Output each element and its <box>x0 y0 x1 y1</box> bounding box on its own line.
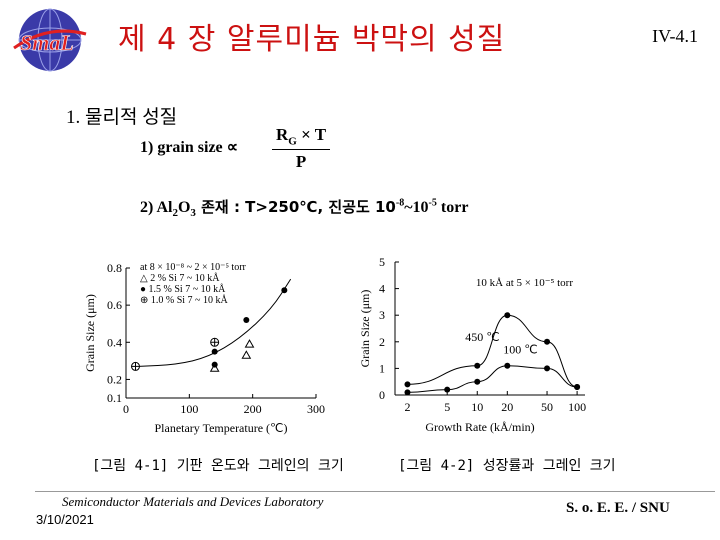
footer-lab-name: Semiconductor Materials and Devices Labo… <box>62 494 324 509</box>
formula-numerator: RG × T <box>272 125 331 151</box>
figure-caption-1: [그림 4-1] 기판 온도와 그레인의 크기 <box>92 458 344 474</box>
figure-caption-2: [그림 4-2] 성장률과 그레인 크기 <box>398 458 616 474</box>
series-point <box>544 365 551 372</box>
series-point <box>404 381 411 388</box>
triangle-point <box>241 350 252 359</box>
circle-point <box>211 348 218 355</box>
y-axis-label: Grain Size (μm) <box>358 290 372 368</box>
footer-organization: S. o. E. E. / SNU <box>566 500 670 516</box>
page-number: IV-4.1 <box>652 26 698 46</box>
x-tick-label: 0 <box>123 402 129 416</box>
triangle-point <box>244 339 255 348</box>
series-point <box>504 362 511 369</box>
series-label: 450 ℃ <box>465 330 499 344</box>
page-title: 제 4 장 알루미늄 박막의 성질 <box>118 22 506 57</box>
series-point <box>544 338 551 345</box>
chart-temperature-grain: 0 100 200 300 0.1 0.2 0.4 0.6 0.8 Planetary Tempe… <box>83 261 325 435</box>
lab-logo: SmaL <box>8 4 88 76</box>
series-point <box>574 384 581 391</box>
series-point <box>444 386 451 393</box>
triangle-point <box>209 363 220 372</box>
series-point <box>474 378 481 385</box>
fit-curve <box>138 278 292 367</box>
circle-point <box>243 317 250 323</box>
series-line <box>407 365 578 393</box>
x-tick-label: 2 <box>404 400 410 414</box>
footer-date: 3/10/2021 <box>36 512 94 527</box>
y-tick-label: 1 <box>379 361 385 375</box>
y-tick-label: 0.2 <box>107 372 122 386</box>
y-tick-label: 0 <box>379 388 385 402</box>
y-tick-label: 0.6 <box>107 298 122 312</box>
legend-note: 10 kÅ at 5 × 10⁻⁵ torr <box>476 277 573 289</box>
y-tick-label: 5 <box>379 255 385 269</box>
x-axis-label: Growth Rate (kÅ/min) <box>425 420 534 434</box>
legend-entry: at 8 × 10⁻⁸ ~ 2 × 10⁻⁵ torr <box>140 262 247 273</box>
y-axis-label: Grain Size (μm) <box>83 294 97 372</box>
grain-size-formula: RG × T P <box>272 125 331 172</box>
item-1-label: 1) grain size ∝ <box>140 139 239 156</box>
y-tick-label: 0.8 <box>107 261 122 275</box>
x-tick-label: 10 <box>471 400 483 414</box>
chart-growthrate-grain: 2 5 10 20 50 100 0 1 2 3 4 5 Growth Rate (kÅ/min) Gra… <box>358 255 586 434</box>
y-tick-label: 0.4 <box>107 335 122 349</box>
y-tick-label: 2 <box>379 335 385 349</box>
x-tick-label: 20 <box>501 400 513 414</box>
circle-cross-point-cross <box>210 338 219 347</box>
x-tick-label: 50 <box>541 400 553 414</box>
formula-denominator: P <box>295 152 307 172</box>
footer-divider <box>35 491 715 492</box>
section-heading: 1. 물리적 성질 <box>66 107 178 128</box>
globe-icon: SmaL <box>13 8 87 72</box>
x-tick-label: 100 <box>180 402 198 416</box>
legend-entry: △ 2 % Si 7 ~ 10 kÅ <box>140 272 220 284</box>
circle-cross-point-cross <box>131 362 140 371</box>
x-tick-label: 5 <box>444 400 450 414</box>
legend-entry: ⊕ 1.0 % Si 7 ~ 10 kÅ <box>140 294 228 306</box>
x-tick-label: 100 <box>568 400 586 414</box>
series-point <box>474 362 481 369</box>
logo-text: SmaL <box>20 30 74 55</box>
x-tick-label: 200 <box>244 402 262 416</box>
x-tick-label: 300 <box>307 402 325 416</box>
x-axis-label: Planetary Temperature (℃) <box>154 421 287 435</box>
series-point <box>504 312 511 319</box>
circle-point <box>281 287 288 294</box>
y-tick-label: 3 <box>379 308 385 322</box>
series-line <box>407 314 578 388</box>
series-point <box>404 389 411 396</box>
y-tick-label: 4 <box>379 282 385 296</box>
y-tick-label: 0.1 <box>107 391 122 405</box>
item-2: 2) Al2O3 존재 : T>250℃, 진공도 10-8~10-5 torr <box>140 197 469 220</box>
series-label: 100 ℃ <box>503 343 537 357</box>
item-1: 1) grain size ∝ <box>140 137 238 157</box>
legend-entry: ● 1.5 % Si 7 ~ 10 kÅ <box>140 283 226 295</box>
